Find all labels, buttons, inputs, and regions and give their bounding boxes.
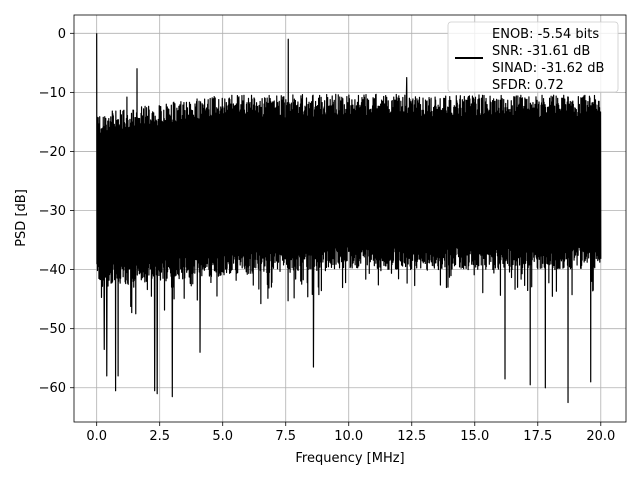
y-axis-label: PSD [dB] (14, 189, 29, 247)
x-tick-label: 0.0 (86, 429, 107, 444)
x-tick-label: 15.0 (460, 429, 489, 444)
x-tick-label: 12.5 (397, 429, 426, 444)
y-axis-ticks: 0 −10 −20 −30 −40 −50 −60 (39, 27, 74, 396)
legend-label: ENOB: -5.54 bits SNR: -31.61 dB SINAD: -31… (492, 27, 604, 93)
legend: ENOB: -5.54 bits SNR: -31.61 dB SINAD: -31… (447, 21, 619, 93)
y-tick-label: −20 (39, 145, 66, 160)
psd-series (96, 33, 602, 404)
legend-text-line: SNR: -31.61 dB (492, 44, 590, 59)
y-tick-label: −50 (39, 322, 66, 337)
legend-text-line: SFDR: 0.72 (492, 78, 564, 93)
y-tick-label: −40 (39, 263, 66, 278)
x-axis-label: Frequency [MHz] (295, 451, 404, 466)
y-tick-label: −30 (39, 204, 66, 219)
x-axis-ticks: 0.0 2.5 5.0 7.5 10.0 12.5 15.0 17.5 20.0 (86, 422, 615, 444)
y-tick-label: −60 (39, 381, 66, 396)
x-tick-label: 10.0 (334, 429, 363, 444)
plot-frame (73, 14, 627, 423)
x-tick-label: 7.5 (275, 429, 296, 444)
y-tick-label: −10 (39, 86, 66, 101)
x-tick-label: 17.5 (523, 429, 552, 444)
legend-text-line: SINAD: -31.62 dB (492, 61, 604, 76)
legend-text-line: ENOB: -5.54 bits (492, 27, 599, 42)
psd-line (96, 33, 602, 404)
x-tick-label: 2.5 (149, 429, 170, 444)
legend-box (447, 21, 619, 93)
x-tick-label: 5.0 (212, 429, 233, 444)
x-tick-label: 20.0 (586, 429, 615, 444)
y-tick-label: 0 (58, 27, 66, 42)
